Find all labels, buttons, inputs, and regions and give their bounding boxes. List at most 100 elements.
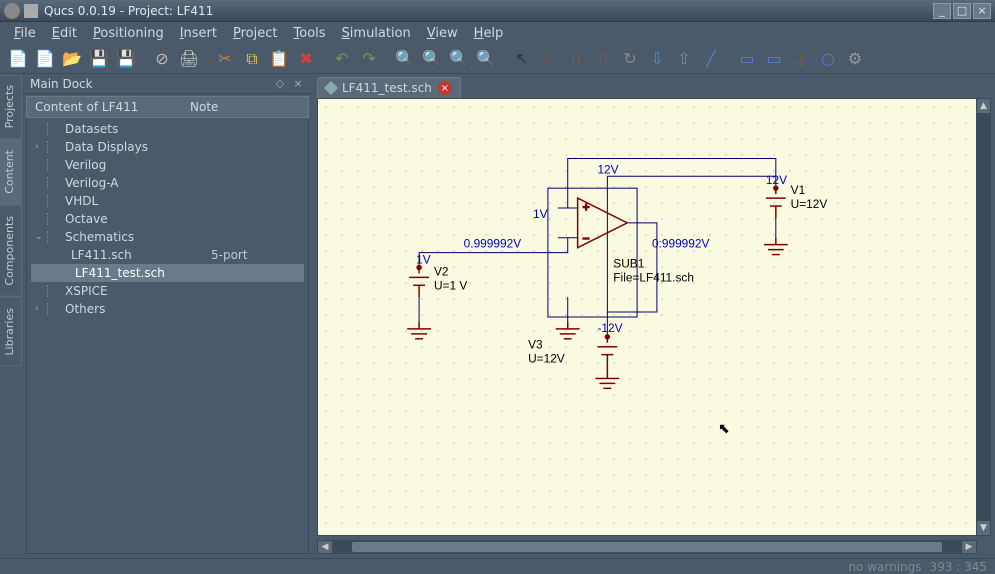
redo-icon[interactable]: ↷	[357, 47, 381, 71]
close-window-button[interactable]: ×	[973, 3, 991, 19]
net-icon[interactable]: ⎍	[591, 47, 615, 71]
svg-text:File=LF411.sch: File=LF411.sch	[613, 270, 694, 284]
svg-text:12V: 12V	[766, 173, 787, 187]
scroll-down-icon[interactable]: ▼	[977, 521, 990, 535]
menu-view[interactable]: View	[419, 24, 466, 43]
toolbar: 📄📄📂💾💾⊘🖨✂⧉📋✖↶↷🔍🔍🔍🔍↖⎍⎍⎍↻⇩⇧╱▭▭⏚○⚙	[0, 44, 995, 74]
maximize-button[interactable]: □	[953, 3, 971, 19]
svg-text:U=12V: U=12V	[791, 197, 828, 211]
svg-text:-12V: -12V	[597, 321, 622, 335]
tree-item-schematics[interactable]: ⌄Schematics	[27, 228, 308, 246]
content-tree: Datasets›Data DisplaysVerilogVerilog-AVH…	[26, 118, 309, 554]
menubar: FileEditPositioningInsertProjectToolsSim…	[0, 22, 995, 44]
status-coords: 393 : 345	[930, 560, 987, 574]
zoom-fit-icon[interactable]: 🔍	[447, 47, 471, 71]
horizontal-scrollbar[interactable]: ◀ ▶	[317, 540, 977, 554]
mirror-v-icon[interactable]: ⇩	[645, 47, 669, 71]
print-icon[interactable]: 🖨	[177, 47, 201, 71]
wire-icon[interactable]: ⎍	[537, 47, 561, 71]
tree-col-content[interactable]: Content of LF411	[27, 97, 182, 117]
scroll-left-icon[interactable]: ◀	[318, 541, 332, 553]
tree-item-verilog-a[interactable]: Verilog-A	[27, 174, 308, 192]
gear-icon[interactable]: ⚙	[843, 47, 867, 71]
port-icon[interactable]: ○	[816, 47, 840, 71]
svg-text:−: −	[583, 232, 590, 246]
window-title: Qucs 0.0.19 - Project: LF411	[44, 4, 933, 18]
status-bar: no warnings 393 : 345	[0, 558, 995, 574]
copy-icon[interactable]: ⧉	[240, 47, 264, 71]
menu-insert[interactable]: Insert	[172, 24, 225, 43]
svg-text:V1: V1	[791, 183, 806, 197]
doc-icon	[24, 4, 38, 18]
tree-item-lf411_test-sch[interactable]: LF411_test.sch	[31, 264, 304, 282]
sidetab-libraries[interactable]: Libraries	[0, 297, 22, 367]
vertical-scrollbar[interactable]: ▲ ▼	[976, 99, 990, 535]
undo-icon[interactable]: ↶	[330, 47, 354, 71]
menu-project[interactable]: Project	[225, 24, 286, 43]
app-icon	[4, 3, 20, 19]
tree-item-others[interactable]: ›Others	[27, 300, 308, 318]
minimize-button[interactable]: _	[933, 3, 951, 19]
select-icon[interactable]: ↖	[510, 47, 534, 71]
scroll-up-icon[interactable]: ▲	[977, 99, 990, 113]
tree-item-verilog[interactable]: Verilog	[27, 156, 308, 174]
tab-lf411-test[interactable]: LF411_test.sch ×	[317, 77, 461, 98]
close-icon[interactable]: ⊘	[150, 47, 174, 71]
mirror-h-icon[interactable]: ⇧	[672, 47, 696, 71]
paste-icon[interactable]: 📋	[267, 47, 291, 71]
tree-item-data-displays[interactable]: ›Data Displays	[27, 138, 308, 156]
svg-text:0.999992V: 0.999992V	[464, 237, 522, 251]
menu-edit[interactable]: Edit	[44, 24, 85, 43]
new-icon[interactable]: 📄	[6, 47, 30, 71]
tab-label: LF411_test.sch	[342, 81, 432, 95]
schematic-svg: + − 12V 1V 0.999992V	[318, 99, 976, 535]
save-all-icon[interactable]: 💾	[114, 47, 138, 71]
menu-file[interactable]: File	[6, 24, 44, 43]
menu-tools[interactable]: Tools	[286, 24, 334, 43]
schematic-canvas[interactable]: + − 12V 1V 0.999992V	[318, 99, 976, 535]
titlebar: Qucs 0.0.19 - Project: LF411 _ □ ×	[0, 0, 995, 22]
svg-text:0:999992V: 0:999992V	[652, 237, 710, 251]
dock-float-icon[interactable]: ◇	[273, 77, 287, 91]
svg-text:+: +	[583, 200, 590, 214]
rotate-icon[interactable]: ↻	[618, 47, 642, 71]
menu-help[interactable]: Help	[466, 24, 512, 43]
svg-text:12V: 12V	[597, 162, 618, 176]
menu-simulation[interactable]: Simulation	[334, 24, 419, 43]
tree-item-octave[interactable]: Octave	[27, 210, 308, 228]
tree-item-xspice[interactable]: XSPICE	[27, 282, 308, 300]
scroll-right-icon[interactable]: ▶	[962, 541, 976, 553]
svg-text:1V: 1V	[533, 207, 548, 221]
open-icon[interactable]: 📂	[60, 47, 84, 71]
tab-close-icon[interactable]: ×	[438, 81, 452, 95]
sim-icon[interactable]: ⎍	[564, 47, 588, 71]
delete-icon[interactable]: ✖	[294, 47, 318, 71]
line-icon[interactable]: ╱	[699, 47, 723, 71]
zoom-1-icon[interactable]: 🔍	[474, 47, 498, 71]
dock-header: Main Dock ◇ ×	[22, 74, 313, 94]
ground-icon[interactable]: ⏚	[789, 47, 813, 71]
save-icon[interactable]: 💾	[87, 47, 111, 71]
svg-text:SUB1: SUB1	[613, 256, 644, 270]
zoom-in-icon[interactable]: 🔍	[393, 47, 417, 71]
name-icon[interactable]: ▭	[735, 47, 759, 71]
zoom-out-icon[interactable]: 🔍	[420, 47, 444, 71]
tree-item-vhdl[interactable]: VHDL	[27, 192, 308, 210]
new-doc-icon[interactable]: 📄	[33, 47, 57, 71]
dock-close-icon[interactable]: ×	[291, 77, 305, 91]
sidetab-content[interactable]: Content	[0, 139, 22, 205]
sidetab-projects[interactable]: Projects	[0, 74, 22, 139]
func-icon[interactable]: ▭	[762, 47, 786, 71]
main-dock: ProjectsContentComponentsLibraries Main …	[0, 74, 313, 558]
cut-icon[interactable]: ✂	[213, 47, 237, 71]
tab-bar: LF411_test.sch ×	[313, 74, 995, 98]
svg-text:U=1 V: U=1 V	[434, 278, 467, 292]
menu-positioning[interactable]: Positioning	[85, 24, 172, 43]
tree-header: Content of LF411 Note	[26, 96, 309, 118]
sidetab-components[interactable]: Components	[0, 205, 22, 297]
tree-item-lf411-sch[interactable]: LF411.sch5-port	[27, 246, 308, 264]
svg-text:V3: V3	[528, 338, 543, 352]
tree-item-datasets[interactable]: Datasets	[27, 120, 308, 138]
svg-text:U=12V: U=12V	[528, 352, 565, 366]
tree-col-note[interactable]: Note	[182, 97, 226, 117]
